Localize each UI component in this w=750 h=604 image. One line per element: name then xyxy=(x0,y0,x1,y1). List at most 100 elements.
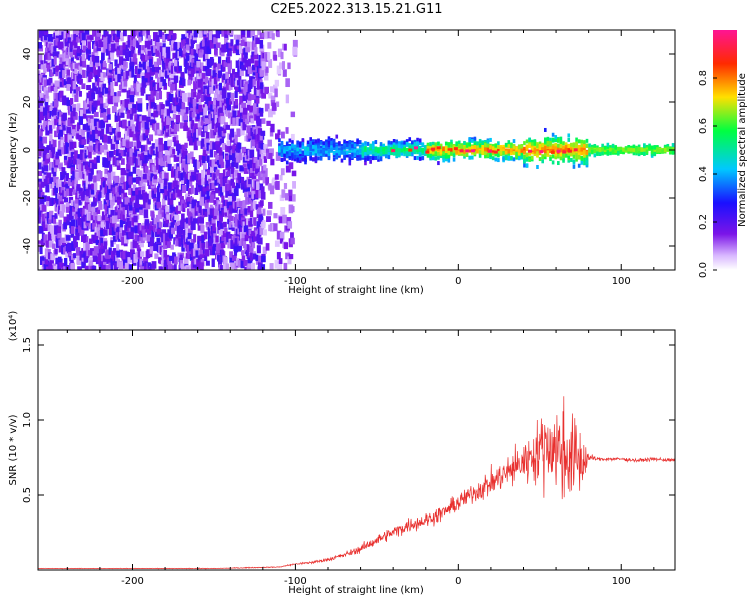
spectrogram-noise-cell xyxy=(69,98,74,106)
spectrogram-noise-cell xyxy=(146,227,151,237)
spectrogram-noise-cell xyxy=(262,246,267,254)
spectrogram-noise-cell xyxy=(49,178,53,184)
spectrogram-signal-cell xyxy=(366,141,370,146)
spectrogram-signal-cell xyxy=(533,139,537,144)
spectrogram-signal-cell xyxy=(309,147,312,152)
spectrogram-noise-cell xyxy=(74,42,78,49)
spectrogram-noise-cell xyxy=(211,177,215,185)
spectrogram-noise-cell xyxy=(197,85,202,92)
spectrogram-noise-cell xyxy=(242,93,248,102)
spectrogram-noise-cell xyxy=(55,239,60,248)
spectrogram-signal-cell xyxy=(491,156,495,161)
spectrogram-noise-cell xyxy=(104,157,110,167)
spectrogram-noise-cell xyxy=(63,197,69,203)
spectrogram-noise-cell xyxy=(279,194,285,202)
spectrogram-noise-cell xyxy=(130,241,135,250)
spectrogram-noise-cell xyxy=(215,30,221,39)
spectrogram-noise-cell xyxy=(111,128,117,134)
spectrogram-noise-cell xyxy=(198,155,204,162)
spectrogram-noise-cell xyxy=(135,203,141,213)
spectrogram-noise-cell xyxy=(46,153,50,159)
spectrogram-noise-cell xyxy=(183,112,188,121)
spectrogram-noise-cell xyxy=(198,121,203,129)
spectrogram-noise-cell xyxy=(119,45,124,54)
spectrogram-noise-cell xyxy=(170,206,176,214)
spectrogram-noise-cell xyxy=(249,210,254,218)
spectrogram-noise-cell xyxy=(50,85,55,91)
spectrogram-noise-cell xyxy=(58,30,64,36)
spectrogram-signal-cell xyxy=(447,148,451,153)
spectrogram-noise-cell xyxy=(163,126,168,132)
spectrogram-signal-cell xyxy=(291,154,294,159)
spectrogram-noise-cell xyxy=(230,92,235,102)
spectrogram-signal-cell xyxy=(523,147,526,152)
spectrogram-noise-cell xyxy=(280,131,285,139)
spectrogram-noise-cell xyxy=(105,192,110,201)
spectrogram-noise-cell xyxy=(88,256,93,264)
spectrogram-noise-cell xyxy=(72,141,77,148)
spectrogram-noise-cell xyxy=(121,236,126,246)
spectrogram-signal-cell xyxy=(447,150,451,155)
spectrogram-noise-cell xyxy=(142,234,148,241)
spectrogram-signal-cell xyxy=(442,153,445,158)
spectrogram-noise-cell xyxy=(135,201,139,209)
spectrogram-noise-cell xyxy=(179,254,183,264)
spectrogram-noise-cell xyxy=(45,176,50,185)
spectrogram-noise-cell xyxy=(235,182,241,189)
spectrogram-noise-cell xyxy=(149,221,153,228)
spectrogram-noise-cell xyxy=(136,83,141,92)
spectrogram-noise-cell xyxy=(101,246,106,253)
spectrogram-noise-cell xyxy=(69,51,74,58)
spectrogram-noise-cell xyxy=(258,255,263,263)
spectrogram-noise-cell xyxy=(151,64,156,72)
spectrogram-noise-cell xyxy=(248,191,253,197)
spectrogram-signal-cell xyxy=(507,140,511,145)
spectrogram-noise-cell xyxy=(181,144,186,153)
spectrogram-noise-cell xyxy=(211,217,216,224)
spectrogram-signal-cell xyxy=(486,147,490,152)
spectrogram-noise-cell xyxy=(70,152,75,159)
spectrogram-noise-cell xyxy=(127,252,132,260)
spectrogram-noise-cell xyxy=(182,150,188,157)
spectrogram-signal-cell xyxy=(411,146,414,151)
spectrogram-noise-cell xyxy=(220,161,225,169)
spectrogram-noise-cell xyxy=(47,86,53,93)
spectrogram-noise-cell xyxy=(99,185,105,191)
spectrogram-noise-cell xyxy=(199,250,205,259)
spectrogram-noise-cell xyxy=(131,217,135,226)
spectrogram-noise-cell xyxy=(79,78,83,85)
spectrogram-signal-cell xyxy=(358,144,362,149)
spectrogram-noise-cell xyxy=(209,208,215,216)
spectrogram-noise-cell xyxy=(75,126,80,136)
spectrogram-noise-cell xyxy=(177,205,183,211)
spectrogram-noise-cell xyxy=(54,80,60,87)
spectrogram-noise-cell xyxy=(285,165,291,173)
spectrogram-noise-cell xyxy=(139,116,144,122)
spectrogram-noise-cell xyxy=(167,196,172,205)
spectrogram-noise-cell xyxy=(125,204,129,213)
spectrogram-noise-cell xyxy=(223,30,229,35)
spectrogram-signal-cell xyxy=(332,153,336,158)
spectrogram-signal-cell xyxy=(361,143,365,148)
spectrogram-noise-cell xyxy=(267,52,271,61)
spectrogram-signal-cell xyxy=(325,142,328,147)
spectrogram-noise-cell xyxy=(170,65,176,74)
spectrogram-noise-cell xyxy=(234,71,240,78)
spectrogram-noise-cell xyxy=(174,256,178,265)
spectrogram-noise-cell xyxy=(86,149,90,156)
spectrogram-noise-cell xyxy=(163,249,168,259)
spectrogram-signal-cell xyxy=(478,143,482,148)
spectrogram-signal-cell xyxy=(283,149,286,154)
spectrogram-noise-cell xyxy=(47,52,52,61)
spectrogram-noise-cell xyxy=(47,231,53,241)
spectrogram-noise-cell xyxy=(131,190,135,196)
spectrogram-noise-cell xyxy=(52,216,57,224)
spectrogram-noise-cell xyxy=(266,210,272,216)
spectrogram-noise-cell xyxy=(95,239,101,246)
spectrogram-signal-cell xyxy=(348,146,352,151)
spectrogram-noise-cell xyxy=(187,79,192,86)
spectrogram-signal-cell xyxy=(478,150,482,155)
spectrogram-noise-cell xyxy=(105,213,110,223)
spectrogram-noise-cell xyxy=(243,259,248,267)
spectrogram-noise-cell xyxy=(198,30,203,38)
